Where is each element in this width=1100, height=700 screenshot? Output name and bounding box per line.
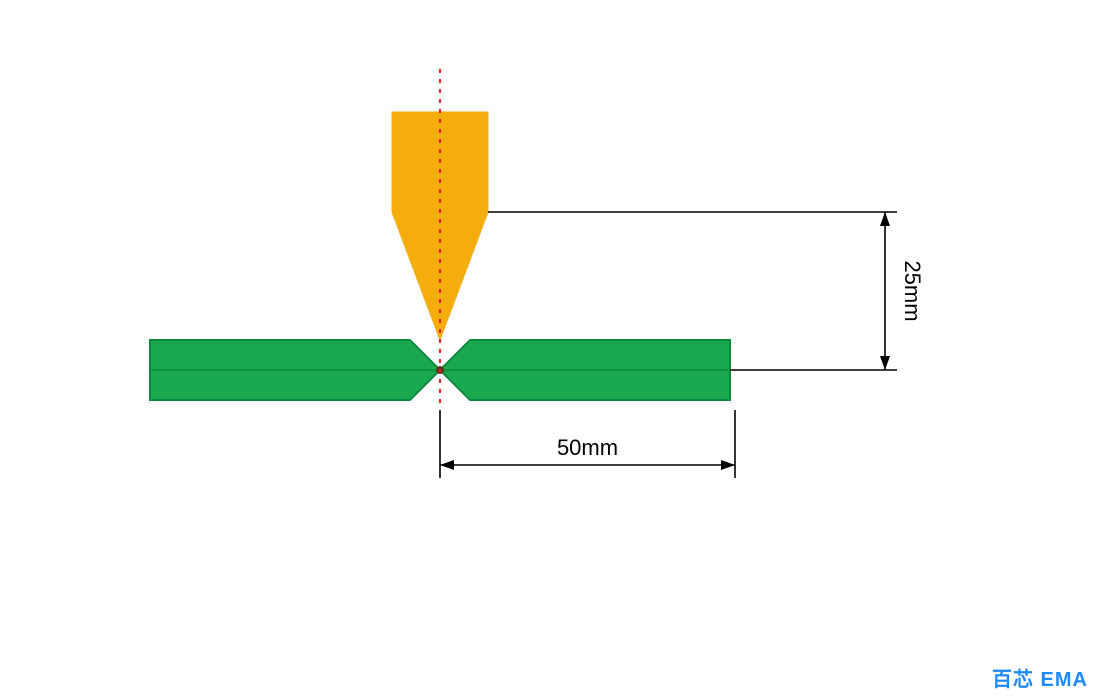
dim-arrowhead (880, 212, 890, 226)
dim-arrowhead (440, 460, 454, 470)
dim-arrowhead (880, 356, 890, 370)
dim-arrowhead (721, 460, 735, 470)
dim25-label: 25mm (900, 260, 925, 321)
dim50-label: 50mm (557, 435, 618, 460)
watermark-text: 百芯 EMA (992, 663, 1088, 692)
nozzle (392, 112, 488, 340)
welding-nozzle-diagram: 50mm 25mm (0, 0, 1100, 700)
